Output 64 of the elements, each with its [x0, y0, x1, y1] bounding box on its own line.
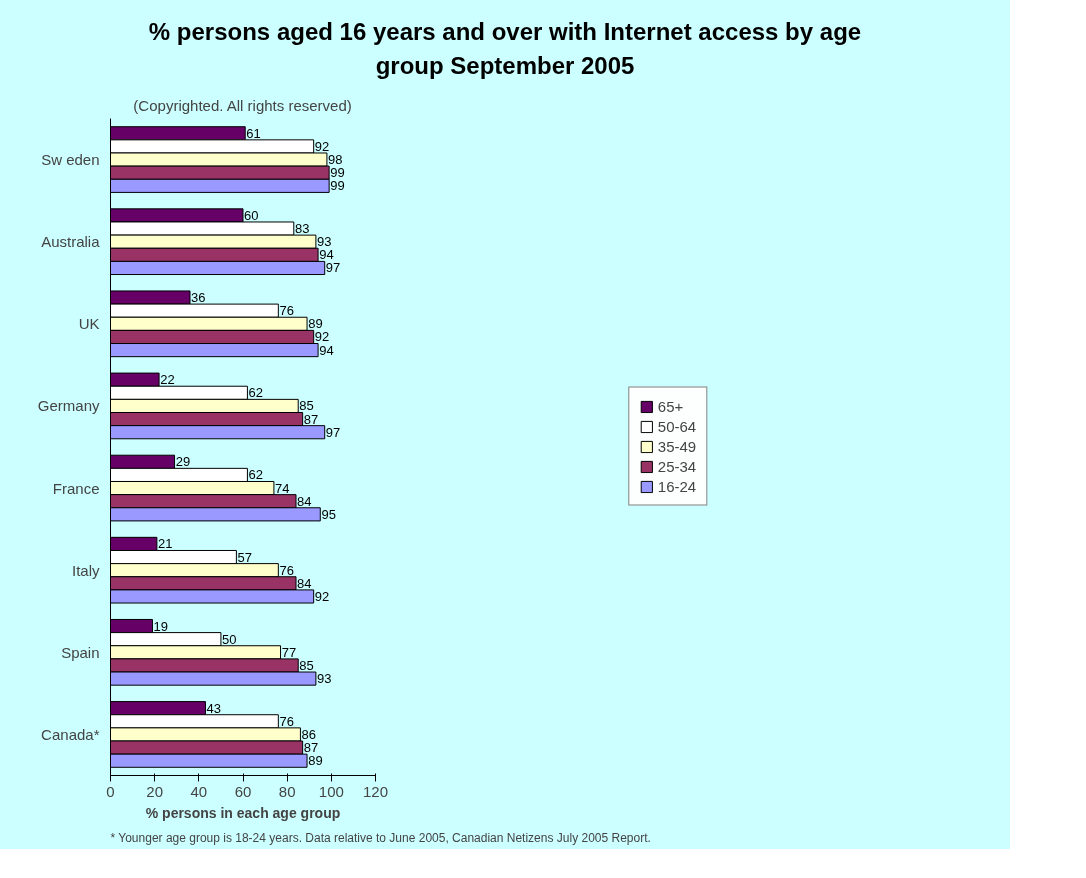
- data-label: 89: [308, 752, 323, 768]
- data-label: 74: [275, 480, 290, 496]
- data-label: 98: [328, 151, 343, 167]
- data-label: 95: [321, 506, 336, 522]
- text: * Younger age group is 18-24 years. Data relative to June 2005, Canadian Netizens July 2005 Report.: [110, 830, 651, 845]
- data-label: 87: [303, 411, 319, 427]
- text: % persons aged 16 years and over with Internet access by age group September 2005: [147, 17, 863, 82]
- data-label: 97: [325, 260, 341, 276]
- y-tick-label: Italy: [71, 561, 100, 579]
- data-label: 61: [246, 125, 261, 141]
- data-label: 84: [297, 493, 312, 509]
- data-label: 97: [325, 424, 341, 440]
- data-label: 19: [153, 618, 169, 634]
- legend-label: 25-34: [657, 457, 697, 475]
- y-tick-label: UK: [78, 314, 100, 332]
- y-tick-label: France: [52, 479, 100, 497]
- data-label: 86: [301, 726, 316, 742]
- data-label: 21: [157, 535, 173, 551]
- data-label: 87: [303, 739, 319, 755]
- y-tick-label: Sw eden: [41, 150, 100, 168]
- data-label: 92: [314, 588, 330, 604]
- data-label: 76: [279, 713, 294, 729]
- data-label: 99: [330, 177, 345, 193]
- data-label: 93: [316, 233, 332, 249]
- y-tick-label: Canada*: [41, 725, 100, 743]
- x-tick-label: 0: [106, 782, 115, 800]
- x-tick-label: 60: [234, 782, 252, 800]
- data-label: 77: [281, 644, 297, 660]
- data-label: 76: [279, 562, 294, 578]
- x-tick-label: 40: [190, 782, 208, 800]
- data-label: 89: [308, 315, 323, 331]
- data-label: 84: [297, 575, 312, 591]
- data-label: 43: [206, 700, 222, 716]
- data-label: 92: [314, 329, 330, 345]
- x-tick-label: 100: [318, 782, 344, 800]
- data-label: 85: [299, 657, 314, 673]
- legend-label: 65+: [657, 397, 684, 415]
- y-tick-label: Australia: [41, 232, 101, 250]
- data-label: 94: [319, 246, 334, 262]
- data-label: 83: [294, 220, 310, 236]
- x-tick-label: 80: [278, 782, 296, 800]
- chart-subtitle: (Copyrighted. All rights reserved): [133, 96, 352, 114]
- data-label: 85: [299, 398, 314, 413]
- data-label: 29: [175, 453, 191, 469]
- y-tick-label: Germany: [37, 397, 100, 414]
- data-label: 60: [244, 207, 259, 223]
- data-label: 93: [316, 670, 332, 686]
- data-label: 50: [222, 631, 237, 647]
- legend-label: 50-64: [657, 417, 697, 435]
- data-label: 62: [248, 466, 263, 482]
- data-label: 36: [191, 289, 206, 305]
- data-label: 76: [279, 302, 294, 318]
- data-label: 57: [237, 549, 252, 565]
- data-label: 94: [319, 342, 334, 358]
- data-label: 99: [330, 164, 345, 180]
- data-label: 92: [314, 138, 330, 154]
- data-label: 62: [248, 384, 263, 400]
- y-tick-label: Spain: [61, 643, 100, 661]
- data-label: 22: [160, 371, 175, 387]
- x-axis-title: % persons in each age group: [145, 804, 341, 821]
- legend-label: 16-24: [657, 477, 697, 495]
- legend-label: 35-49: [657, 437, 697, 455]
- x-tick-label: 20: [146, 782, 164, 800]
- x-tick-label: 120: [362, 782, 389, 800]
